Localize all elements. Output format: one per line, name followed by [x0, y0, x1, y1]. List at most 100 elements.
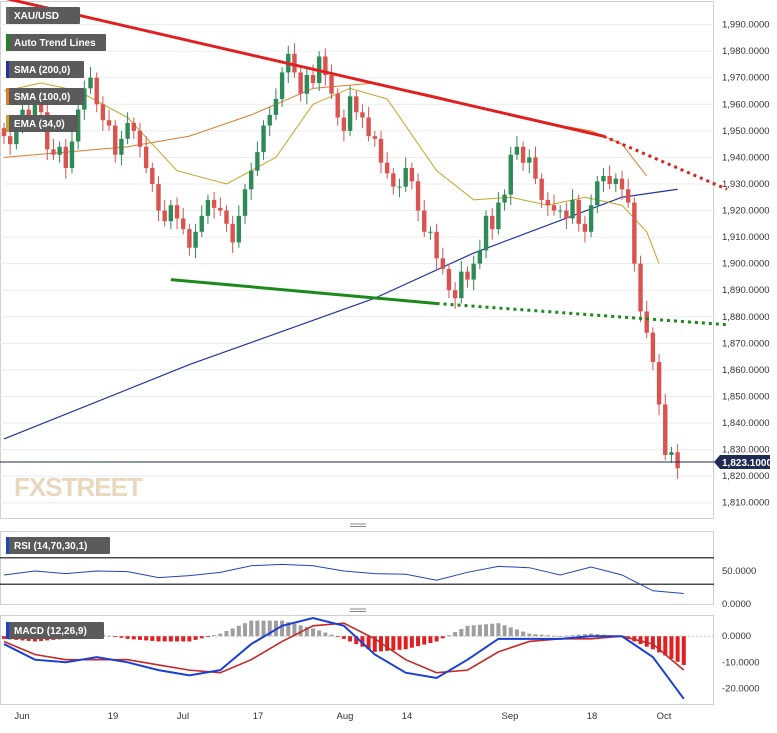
candle [366, 106, 371, 142]
candle [323, 48, 328, 86]
macd-histogram-bar [199, 636, 204, 639]
candle-body [14, 125, 19, 145]
macd-histogram-bar [137, 636, 142, 640]
macd-histogram-bar [490, 623, 495, 637]
candle-body [88, 77, 93, 89]
x-tick-label: Oct [657, 711, 672, 722]
candle [249, 162, 254, 200]
macd-histogram-bar [589, 633, 594, 637]
candle-body [619, 178, 625, 190]
macd-histogram-bar [125, 636, 130, 639]
candle [625, 178, 631, 208]
candle-body [224, 210, 229, 224]
macd-histogram-bar [582, 634, 587, 637]
support-trend-line [170, 278, 437, 305]
legend-rsi[interactable]: RSI (14,70,30,1) [6, 537, 110, 554]
legend-trend-lines[interactable]: Auto Trend Lines [6, 34, 106, 51]
macd-histogram-bar [669, 636, 674, 659]
candle-body [601, 176, 606, 182]
legend-ema34[interactable]: EMA (34,0) [6, 115, 78, 132]
candle-body [329, 75, 334, 94]
candle [205, 194, 211, 224]
candle-body [255, 152, 260, 171]
candle [656, 353, 662, 416]
candle [607, 165, 612, 190]
candle-body [403, 168, 408, 187]
candle [619, 170, 625, 200]
candle [267, 106, 272, 137]
macd-histogram-bar [508, 627, 513, 637]
candle [187, 223, 192, 256]
price-y-tick-label: 1,990.0000 [722, 20, 770, 31]
legend-macd-label: MACD (12,26,9) [14, 626, 87, 637]
price-y-tick-label: 1,970.0000 [722, 73, 770, 84]
candle-body [119, 138, 124, 155]
macd-histogram-bar [521, 631, 526, 637]
candle [329, 64, 334, 99]
macd-histogram-bar [131, 636, 136, 640]
candle [131, 117, 136, 139]
candle [391, 168, 396, 195]
price-y-tick-label: 1,950.0000 [722, 126, 770, 137]
macd-histogram-bar [255, 620, 260, 637]
candle-body [174, 205, 180, 219]
price-y-tick-label: 1,920.0000 [722, 206, 770, 217]
macd-histogram-bar [403, 636, 408, 650]
candle [490, 207, 495, 240]
candle-body [143, 146, 149, 169]
price-y-tick-label: 1,930.0000 [722, 179, 770, 190]
macd-histogram-bar [681, 636, 686, 665]
macd-y-tick-label: -10.0000 [722, 657, 760, 668]
candle [471, 255, 476, 291]
macd-histogram-bar [341, 636, 346, 639]
macd-histogram-bar [385, 636, 390, 651]
macd-histogram-bar [372, 636, 377, 652]
candle [236, 205, 242, 248]
candle-body [106, 120, 112, 126]
candle-body [335, 93, 340, 118]
candle [551, 194, 557, 216]
candle [119, 130, 124, 166]
candle-body [545, 199, 551, 206]
candle [75, 104, 81, 150]
candle-body [261, 125, 266, 153]
legend-xauusd[interactable]: XAU/USD [6, 7, 80, 24]
macd-histogram-bar [168, 636, 173, 642]
macd-histogram-bar [391, 636, 396, 651]
legend-ema34-label: EMA (34,0) [14, 119, 65, 130]
x-tick-label: Aug [337, 711, 354, 722]
candle-body [520, 146, 526, 163]
macd-panel-resize-handle[interactable] [350, 608, 366, 612]
candle-body [273, 98, 279, 115]
price-y-tick-label: 1,820.0000 [722, 471, 770, 482]
candle [298, 67, 303, 102]
candle [452, 282, 458, 309]
candle-body [82, 88, 87, 110]
price-y-tick-label: 1,980.0000 [722, 46, 770, 57]
candle [181, 207, 186, 235]
candle [347, 85, 353, 137]
x-tick-label: Jul [177, 711, 189, 722]
macd-histogram-bar [181, 636, 186, 642]
candle-body [638, 263, 643, 312]
legend-sma200[interactable]: SMA (200,0) [6, 61, 84, 78]
legend-macd[interactable]: MACD (12,26,9) [6, 622, 104, 639]
candle [372, 130, 377, 147]
rsi-panel-resize-handle[interactable] [350, 523, 366, 527]
candle-body [162, 210, 167, 222]
candle-body [514, 146, 520, 155]
macd-histogram-bar [428, 636, 433, 644]
candle [403, 157, 408, 192]
candle-body [51, 149, 56, 155]
candle-body [1, 128, 7, 137]
candle-body [409, 168, 415, 182]
macd-histogram-bar [236, 625, 241, 637]
candle-body [230, 223, 235, 243]
candle-body [595, 181, 600, 206]
candle-body [471, 263, 476, 280]
legend-sma100[interactable]: SMA (100,0) [6, 88, 84, 105]
candle [57, 141, 62, 163]
x-tick-label: 19 [108, 711, 119, 722]
macd-histogram-bar [224, 631, 229, 637]
candle-body [218, 207, 223, 211]
